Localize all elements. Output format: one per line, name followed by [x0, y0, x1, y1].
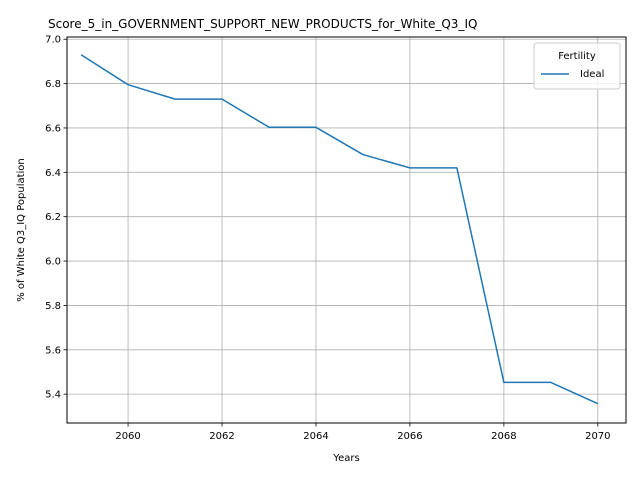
y-axis: 5.4 5.6 5.8 6.0 6.2 6.4 6.6 6.8 7.0	[45, 35, 67, 401]
y-tick-label: 6.0	[45, 257, 61, 268]
legend-entry-label: Ideal	[580, 69, 604, 80]
legend: Fertility Ideal	[533, 42, 621, 90]
y-tick-label: 7.0	[45, 35, 61, 46]
x-axis-label: Years	[332, 453, 359, 464]
plot-series	[80, 54, 599, 405]
legend-title: Fertility	[558, 51, 596, 62]
x-tick-label: 2070	[585, 431, 610, 442]
legend-box	[533, 42, 621, 90]
x-tick-label: 2060	[115, 431, 140, 442]
y-tick-label: 5.8	[45, 301, 61, 312]
y-tick-label: 6.6	[45, 123, 61, 134]
y-tick-label: 6.8	[45, 79, 61, 90]
plot-frame	[66, 36, 627, 424]
series-line-ideal	[80, 54, 599, 405]
y-tick-label: 5.6	[45, 345, 61, 356]
x-tick-label: 2062	[209, 431, 234, 442]
x-axis: 2060 2062 2064 2066 2068 2070	[115, 423, 611, 442]
x-tick-label: 2068	[491, 431, 516, 442]
y-tick-label: 6.2	[45, 212, 61, 223]
chart-title: Score_5_in_GOVERNMENT_SUPPORT_NEW_PRODUC…	[48, 17, 477, 31]
y-tick-label: 5.4	[45, 390, 61, 401]
x-tick-label: 2064	[303, 431, 328, 442]
grid-lines	[67, 37, 626, 423]
x-tick-label: 2066	[397, 431, 422, 442]
y-axis-label: % of White Q3_IQ Population	[16, 158, 27, 302]
y-tick-label: 6.4	[45, 168, 61, 179]
